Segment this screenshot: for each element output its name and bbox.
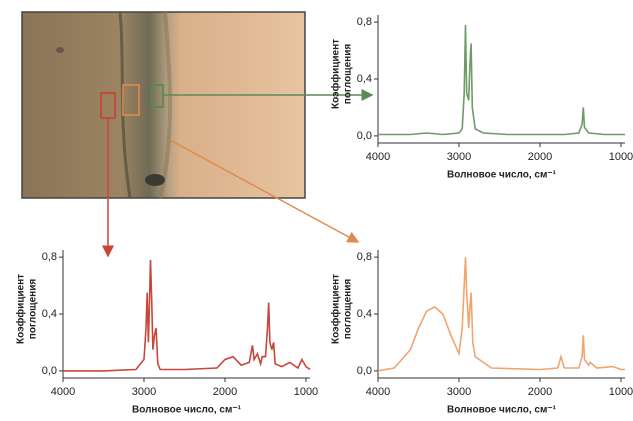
x-tick-label: 4000 (366, 151, 390, 163)
micrograph (21, 11, 306, 199)
y-tick-label: 0,4 (357, 308, 372, 320)
x-tick-label: 4000 (51, 386, 75, 398)
x-tick-label: 2000 (213, 386, 237, 398)
y-tick-label: 0,0 (357, 365, 372, 377)
y-tick-label: 0,4 (42, 308, 57, 320)
y-axis-title: Коэффициент (330, 274, 342, 344)
x-axis-title: Волновое число, см⁻¹ (447, 170, 557, 181)
x-axis-title: Волновое число, см⁻¹ (132, 405, 242, 416)
x-tick-label: 4000 (366, 386, 390, 398)
x-tick-label: 2000 (528, 386, 552, 398)
y-tick-label: 0,8 (42, 251, 57, 263)
x-axis-title: Волновое число, см⁻¹ (447, 405, 557, 416)
y-axis-title: Коэффициент (15, 274, 27, 344)
y-tick-label: 0,0 (42, 365, 57, 377)
y-tick-label: 0,4 (357, 73, 372, 85)
y-tick-label: 0,8 (357, 251, 372, 263)
spectrum-line (63, 259, 311, 372)
spectrum-line (378, 24, 625, 136)
x-tick-label: 1000 (294, 386, 318, 398)
x-tick-label: 3000 (447, 386, 471, 398)
x-tick-label: 3000 (132, 386, 156, 398)
x-tick-label: 2000 (528, 151, 552, 163)
y-axis-title: поглощения (343, 279, 354, 340)
arrow (169, 139, 360, 243)
y-tick-label: 0,0 (357, 130, 372, 142)
spectrum-line (377, 257, 625, 372)
y-axis-title: Коэффициент (330, 39, 342, 109)
y-axis-title: поглощения (343, 44, 354, 105)
y-axis-title: поглощения (28, 279, 39, 340)
x-tick-label: 3000 (447, 151, 471, 163)
x-tick-label: 1000 (609, 386, 633, 398)
y-tick-label: 0,8 (357, 16, 372, 28)
x-tick-label: 1000 (609, 151, 633, 163)
